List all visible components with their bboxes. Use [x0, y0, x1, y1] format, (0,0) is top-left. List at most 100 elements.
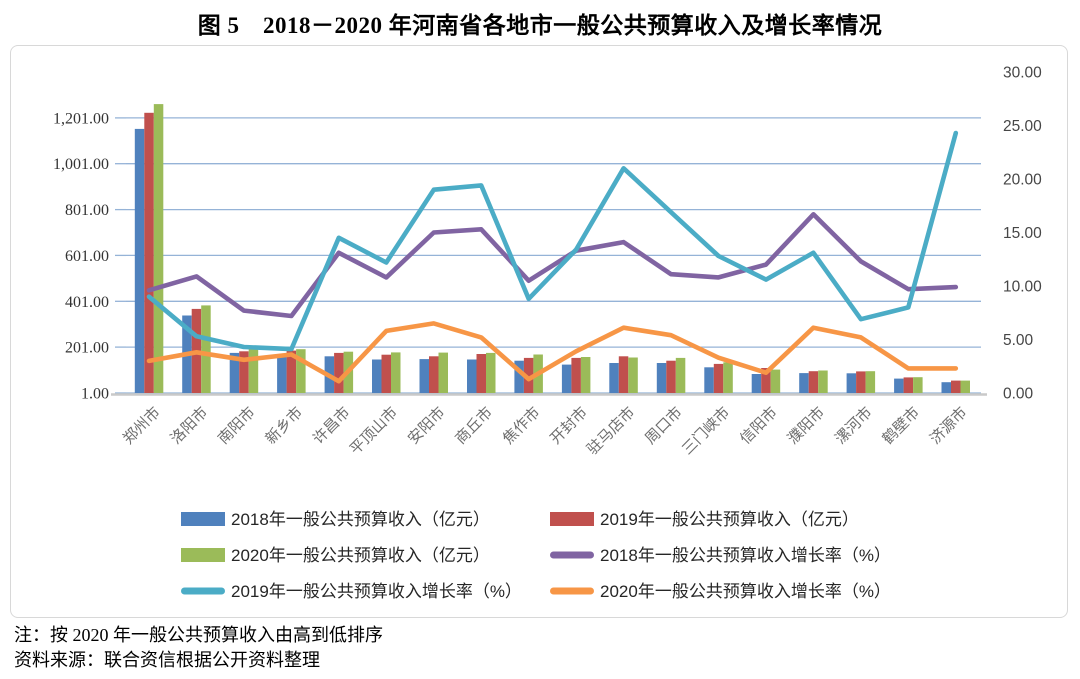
- bar: [713, 363, 724, 393]
- x-axis-label: 郑州市: [120, 404, 164, 448]
- bar: [628, 357, 638, 393]
- bar: [846, 373, 857, 393]
- legend-label: 2018年一般公共预算收入增长率（%）: [600, 546, 891, 565]
- bar: [723, 362, 733, 393]
- bar: [656, 363, 667, 393]
- right-axis-label: 0.00: [1003, 386, 1034, 403]
- chart-frame: 1,201.00 1,001.00 801.00 601.00 401.00 201.00…: [10, 45, 1068, 618]
- bar: [381, 354, 391, 393]
- x-axis-label: 许昌市: [310, 404, 354, 448]
- bar: [144, 112, 154, 394]
- bar: [894, 378, 904, 393]
- bar: [514, 360, 524, 393]
- x-axis-label: 济源市: [927, 404, 971, 448]
- bar: [296, 349, 306, 393]
- bar: [751, 374, 762, 393]
- legend-marker-line-icon: [181, 587, 225, 595]
- bar: [476, 354, 486, 393]
- bar: [438, 352, 448, 393]
- right-axis-label: 30.00: [1003, 65, 1042, 82]
- bar: [903, 377, 914, 393]
- bar: [770, 369, 781, 393]
- line-series: [146, 212, 959, 319]
- bar: [761, 368, 771, 393]
- x-axis-label: 焦作市: [500, 404, 544, 448]
- bar: [818, 370, 828, 393]
- bar: [201, 305, 211, 393]
- right-axis-label: 10.00: [1003, 279, 1042, 296]
- legend-label: 2019年一般公共预算收入（亿元）: [600, 510, 859, 529]
- bar: [419, 359, 429, 393]
- x-axis-label: 洛阳市: [167, 404, 211, 448]
- bar: [609, 363, 619, 393]
- bar: [523, 357, 534, 393]
- bar: [372, 359, 382, 393]
- legend-marker-bar-icon: [550, 512, 594, 526]
- bar: [666, 360, 676, 393]
- bar: [704, 367, 714, 393]
- chart-svg: 1,201.00 1,001.00 801.00 601.00 401.00 201.00…: [53, 65, 1042, 602]
- right-axis-label: 20.00: [1003, 172, 1042, 189]
- chart-note: 注：按 2020 年一般公共预算收入由高到低排序: [14, 625, 383, 645]
- legend-label: 2018年一般公共预算收入（亿元）: [231, 510, 490, 529]
- bar: [248, 348, 259, 393]
- x-axis-label: 三门峡市: [679, 404, 733, 458]
- bar: [865, 371, 876, 393]
- bar: [941, 382, 951, 393]
- bar: [960, 380, 970, 393]
- x-axis-label: 驻马店市: [584, 404, 638, 458]
- line-series: [146, 321, 959, 384]
- line-series: [146, 130, 959, 352]
- x-axis-label: 濮阳市: [784, 404, 828, 448]
- left-axis-label: 801.00: [65, 202, 109, 219]
- x-axis-label: 周口市: [642, 404, 686, 448]
- x-axis-label: 商丘市: [452, 404, 496, 448]
- x-axis-label: 新乡市: [262, 404, 306, 448]
- x-axis-label: 安阳市: [405, 404, 449, 448]
- bar: [229, 352, 240, 393]
- bar: [618, 356, 629, 393]
- bar: [561, 364, 572, 393]
- bar: [486, 352, 496, 393]
- left-axis-label: 1,001.00: [53, 156, 109, 173]
- chart-title: 图 5 2018－2020 年河南省各地市一般公共预算收入及增长率情况: [197, 13, 883, 38]
- legend-label: 2020年一般公共预算收入增长率（%）: [600, 582, 891, 601]
- legend-marker-line-icon: [550, 587, 594, 595]
- x-axis-label: 南阳市: [215, 404, 259, 448]
- left-axis-label: 201.00: [65, 340, 109, 357]
- bar: [153, 104, 164, 393]
- bar: [239, 351, 249, 393]
- x-axis-label: 鹤壁市: [879, 404, 923, 448]
- bar: [808, 371, 819, 393]
- bar: [913, 377, 923, 393]
- bar: [571, 357, 581, 393]
- x-axis-label: 信阳市: [737, 404, 781, 448]
- x-axis-label: 开封市: [547, 404, 591, 448]
- left-axis-label: 1,201.00: [53, 110, 109, 127]
- x-axis-label: 漯河市: [832, 404, 876, 448]
- legend-marker-bar-icon: [181, 548, 225, 562]
- legend-marker-line-icon: [550, 551, 594, 559]
- bar: [799, 373, 809, 393]
- left-axis-label: 601.00: [65, 248, 109, 265]
- bar: [277, 355, 287, 393]
- legend-label: 2019年一般公共预算收入增长率（%）: [231, 582, 522, 601]
- bar: [951, 380, 961, 393]
- legend-label: 2020年一般公共预算收入（亿元）: [231, 546, 490, 565]
- left-axis-label: 401.00: [65, 294, 109, 311]
- bar: [467, 359, 477, 393]
- bar: [580, 357, 591, 393]
- x-axis-label: 平顶山市: [347, 404, 401, 458]
- left-axis-label: 1.00: [81, 386, 109, 403]
- bar: [429, 356, 439, 393]
- bar: [286, 350, 297, 393]
- bar: [856, 371, 866, 393]
- bar: [334, 352, 344, 393]
- legend-marker-bar-icon: [181, 512, 225, 526]
- chart-source: 资料来源：联合资信根据公开资料整理: [14, 650, 320, 670]
- right-axis-label: 25.00: [1003, 118, 1042, 135]
- right-axis-label: 5.00: [1003, 332, 1034, 349]
- bar: [391, 352, 401, 393]
- bar: [675, 357, 686, 393]
- right-axis-label: 15.00: [1003, 225, 1042, 242]
